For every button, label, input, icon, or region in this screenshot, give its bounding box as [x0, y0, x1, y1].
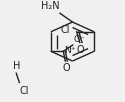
Text: O: O	[77, 45, 84, 55]
Text: N⁺: N⁺	[64, 46, 76, 55]
Text: Cl: Cl	[60, 25, 70, 35]
Text: O⁻: O⁻	[73, 35, 85, 44]
Text: Cl: Cl	[20, 86, 29, 96]
Text: H₂N: H₂N	[41, 1, 59, 11]
Text: H: H	[12, 61, 20, 71]
Text: O: O	[62, 63, 70, 73]
